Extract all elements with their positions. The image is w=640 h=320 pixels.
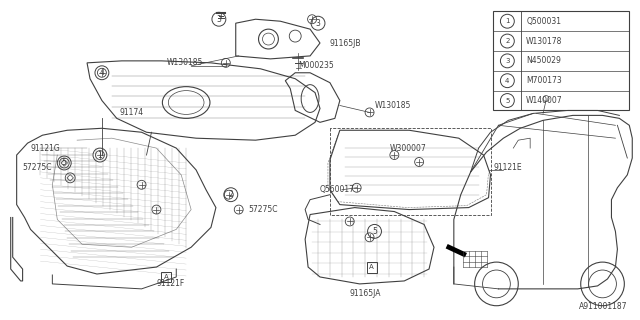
Text: A911001187: A911001187 [579, 302, 627, 311]
Text: 57275C: 57275C [22, 164, 52, 172]
Text: W130185: W130185 [166, 58, 203, 67]
Circle shape [475, 262, 518, 306]
Bar [367, 262, 376, 273]
Text: 4: 4 [99, 68, 104, 77]
Text: 91121F: 91121F [156, 279, 185, 288]
Text: 2: 2 [228, 190, 233, 199]
Text: 1: 1 [97, 150, 102, 160]
Text: 91165JA: 91165JA [349, 289, 381, 298]
Text: A: A [369, 264, 374, 270]
Text: 57275C: 57275C [248, 205, 278, 214]
Text: W130185: W130185 [374, 101, 411, 110]
Text: 5: 5 [372, 227, 377, 236]
Bar [493, 11, 629, 110]
Text: 3: 3 [505, 58, 509, 64]
Text: Q560017: Q560017 [320, 185, 355, 194]
Bar [161, 272, 172, 283]
Text: W140007: W140007 [526, 96, 563, 105]
Circle shape [580, 262, 625, 306]
Text: 5: 5 [62, 158, 67, 167]
Text: N450029: N450029 [526, 56, 561, 65]
Text: Q500031: Q500031 [526, 17, 561, 26]
Text: 4: 4 [505, 78, 509, 84]
Text: W300007: W300007 [389, 144, 426, 153]
Text: 3: 3 [316, 19, 321, 28]
Text: 91174: 91174 [120, 108, 144, 117]
Text: 1: 1 [505, 18, 509, 24]
Text: 91165JB: 91165JB [330, 38, 362, 48]
Text: 5: 5 [505, 98, 509, 104]
Text: 91121E: 91121E [493, 164, 522, 172]
Text: M700173: M700173 [526, 76, 562, 85]
Text: 3: 3 [216, 15, 221, 24]
Text: 2: 2 [505, 38, 509, 44]
Text: 91121G: 91121G [31, 144, 60, 153]
Text: M000235: M000235 [298, 61, 334, 70]
Text: A: A [164, 274, 169, 280]
Text: W130178: W130178 [526, 36, 563, 45]
